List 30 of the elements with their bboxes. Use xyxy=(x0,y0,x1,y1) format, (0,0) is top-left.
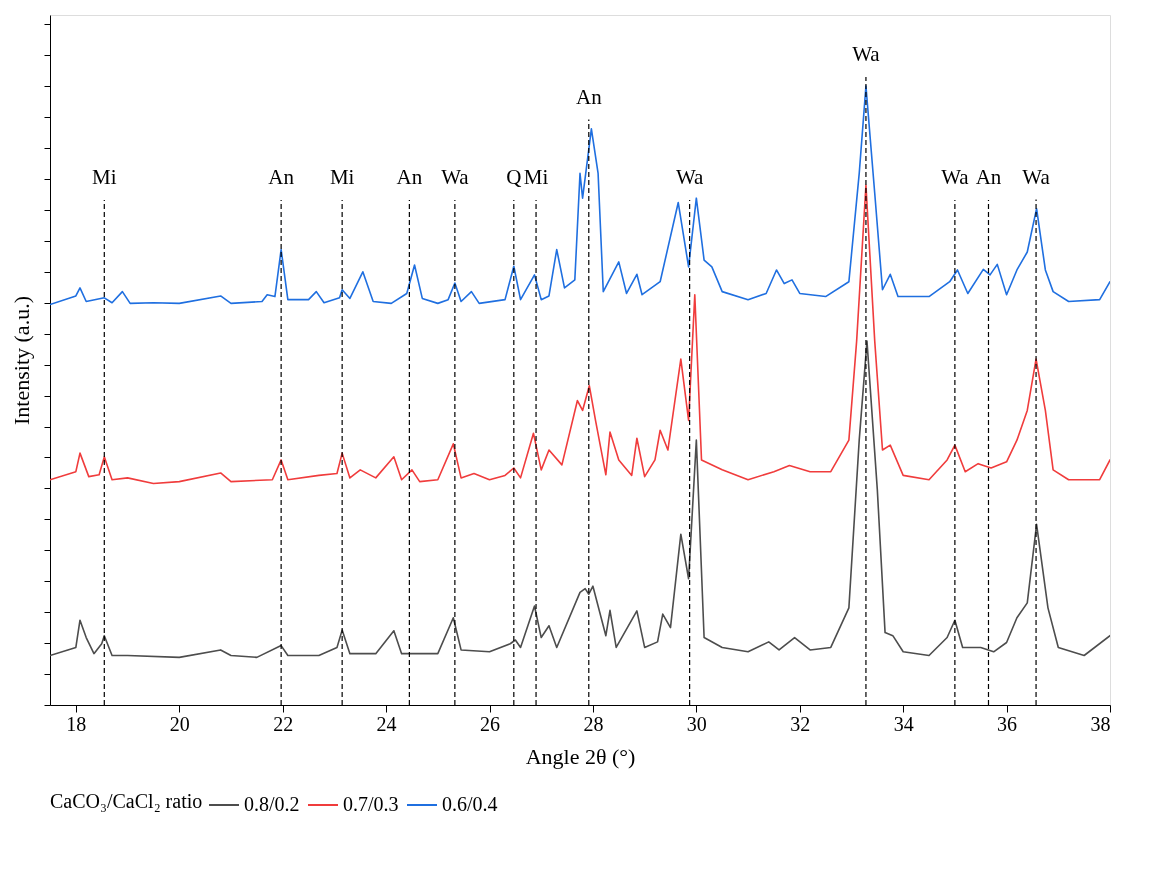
x-tick-label: 20 xyxy=(169,712,190,735)
x-tick-label: 38 xyxy=(1090,712,1111,735)
legend-title: CaCO₃/CaCl₂ ratio xyxy=(50,790,203,812)
ref-line-label: An xyxy=(268,165,295,190)
ref-line-label: An xyxy=(975,165,1002,190)
x-axis-title: Angle 2θ (°) xyxy=(525,743,636,769)
ref-line-label: Wa xyxy=(1022,164,1051,189)
y-axis-title: Intensity (a.u.) xyxy=(9,296,34,425)
legend-label: 0.8/0.2 xyxy=(244,793,300,815)
x-tick-label: 22 xyxy=(273,712,294,735)
ref-line-label: Mi xyxy=(92,165,117,190)
x-tick-label: 36 xyxy=(997,712,1018,735)
legend-label: 0.7/0.3 xyxy=(343,793,399,815)
ref-line-label: Mi xyxy=(329,165,355,190)
legend-label: 0.6/0.4 xyxy=(442,793,498,815)
x-tick-label: 30 xyxy=(686,712,707,735)
ref-line-label: Wa xyxy=(941,165,970,190)
x-tick-label: 26 xyxy=(480,712,501,735)
x-tick-label: 32 xyxy=(790,712,811,735)
x-tick-label: 24 xyxy=(376,712,397,735)
ref-line-label: Wa xyxy=(441,165,470,190)
x-tick-label: 18 xyxy=(66,712,87,735)
x-tick-label: 34 xyxy=(893,712,914,735)
x-tick-label: 28 xyxy=(583,712,604,735)
ref-line-label: Wa xyxy=(852,42,881,67)
ref-line-label: An xyxy=(575,84,603,109)
ref-line-label: Wa xyxy=(675,165,705,190)
ref-line-label: Mi xyxy=(523,165,549,190)
ref-line-label: An xyxy=(396,165,423,190)
ref-line-label: Q xyxy=(506,165,522,190)
